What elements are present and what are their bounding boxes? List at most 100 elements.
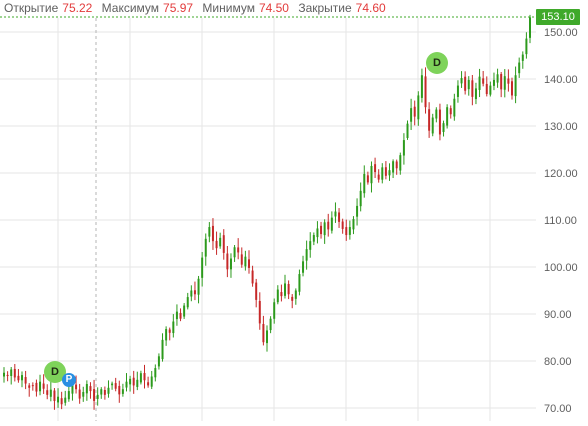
candle-body [521,54,524,61]
candle [150,370,153,390]
candle-body [302,261,305,273]
candle [392,159,395,179]
candle [118,380,121,403]
candle-body [503,76,506,90]
candle-body [211,225,214,242]
candle [136,371,139,391]
candle [64,390,67,406]
candle-body [291,296,294,301]
candle [17,369,20,383]
candle [467,76,470,96]
candle-body [525,38,528,55]
candle-body [6,374,9,377]
candle-body [118,385,121,395]
ohlc-legend: Открытие 75.22 Максимум 75.97 Минимум 74.50… [4,1,392,16]
candle [366,171,369,185]
candle [453,93,456,121]
candle-body [215,240,218,249]
candle [3,367,5,383]
candle-body [150,376,153,387]
candle [258,292,261,330]
candle-body [500,74,503,90]
candle-body [514,75,517,97]
candle [280,284,283,302]
high-label: Максимум [101,1,160,15]
candle-body [381,167,384,180]
candle-body [327,221,330,230]
candle [103,386,106,400]
candle-body [258,300,261,324]
candle-body [320,225,323,235]
candle [201,251,204,287]
candle-body [175,311,178,320]
candle-body [103,390,106,395]
candle-body [359,190,362,207]
candle [377,169,380,183]
dividend-marker[interactable]: D [44,361,66,383]
candle-body [266,330,268,344]
candle-body [374,164,377,173]
candle [132,370,135,394]
candle [327,213,330,237]
candle-body [431,117,434,134]
candle [46,384,49,400]
candle-body [284,283,287,296]
candle [251,265,254,287]
candle-body [388,170,391,176]
candle-body [71,385,74,394]
candle [345,219,348,241]
candle-body [201,257,204,278]
candle-body [247,259,250,268]
candle [420,68,423,103]
candle [165,326,168,346]
candle [413,100,416,126]
candle [244,250,247,271]
candle [57,388,60,408]
candle-body [352,219,355,230]
candle [485,76,488,97]
candle [464,71,467,95]
candle-body [64,397,67,403]
candle [226,245,229,278]
candle-body [28,385,31,388]
candle [341,218,344,234]
candle [143,364,146,389]
event-p-marker[interactable]: P [62,373,76,387]
candle [525,32,528,59]
candle-body [193,290,196,295]
candle [211,218,214,250]
candle-body [269,318,272,331]
candle-body [136,379,139,387]
candle-body [100,389,103,395]
candle [320,221,323,239]
candle [13,363,16,382]
candle-body [406,123,409,138]
candle [129,375,132,392]
candle-body [129,378,132,385]
y-tick-label: 80.00 [544,356,572,368]
candle-body [507,78,510,84]
candle-body [366,175,369,183]
candle [395,159,398,175]
candle [529,14,531,44]
candle [21,371,24,388]
candle [121,383,124,397]
y-tick-label: 100.00 [544,262,578,274]
candle [233,244,236,262]
candle [229,253,232,278]
candle [388,163,391,181]
candle-body [392,161,395,173]
dividend-marker[interactable]: D [426,52,448,74]
candle [168,327,171,341]
candle-body [420,75,423,98]
candle-body [316,228,319,238]
candle-body [49,389,52,397]
candle [330,211,333,234]
candle-body [262,323,265,343]
candle-body [179,312,182,319]
candle-body [467,79,470,90]
candle [82,386,85,402]
candle-body [75,384,78,390]
candle-body [453,98,456,117]
candle [96,387,99,406]
